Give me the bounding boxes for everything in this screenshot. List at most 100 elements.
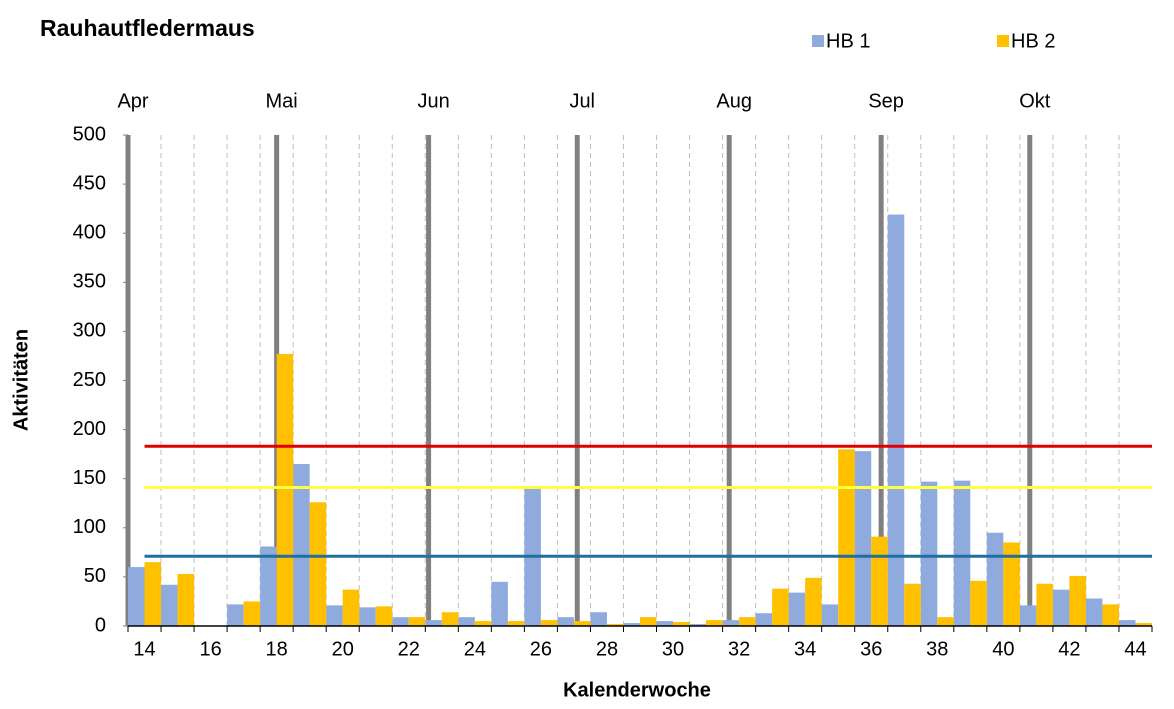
bar — [491, 581, 508, 626]
y-tick-label: 300 — [73, 320, 106, 342]
bar — [507, 621, 525, 626]
month-label: Jun — [417, 90, 449, 112]
y-tick-label: 350 — [73, 271, 106, 293]
bar — [838, 449, 855, 626]
x-tick-label: 34 — [794, 638, 816, 660]
bar — [342, 589, 360, 626]
y-tick-label: 150 — [73, 467, 106, 489]
x-tick-label: 20 — [332, 638, 354, 660]
bar — [441, 612, 459, 626]
bar — [606, 624, 624, 626]
bar — [821, 604, 839, 626]
bar — [425, 620, 442, 626]
bar — [243, 601, 261, 626]
bar — [887, 214, 905, 627]
bar — [953, 480, 971, 626]
month-label: Sep — [868, 90, 904, 112]
x-tick-label: 38 — [926, 638, 948, 660]
bar — [293, 463, 310, 626]
x-tick-label: 28 — [596, 638, 618, 660]
bar — [970, 580, 987, 626]
y-tick-label: 100 — [73, 516, 106, 538]
bar — [805, 577, 822, 626]
x-tick-label: 14 — [133, 638, 155, 660]
x-axis-label: Kalenderwoche — [563, 679, 711, 701]
y-axis-label: Aktivitäten — [10, 329, 32, 431]
y-tick-label: 500 — [73, 123, 106, 145]
bar — [276, 353, 294, 626]
bar — [1019, 605, 1037, 626]
x-tick-label: 16 — [199, 638, 221, 660]
bar — [1085, 598, 1103, 626]
x-tick-label: 24 — [464, 638, 486, 660]
bar — [986, 532, 1004, 626]
month-label: Apr — [117, 90, 148, 112]
bar — [260, 546, 277, 626]
bar — [392, 617, 409, 626]
bar — [722, 620, 740, 626]
bar — [788, 592, 806, 626]
bar — [1052, 589, 1070, 626]
x-tick-label: 42 — [1058, 638, 1080, 660]
bar — [590, 612, 607, 626]
bar — [755, 613, 773, 626]
y-tick-label: 450 — [73, 172, 106, 194]
x-tick-label: 36 — [860, 638, 882, 660]
bar — [772, 588, 789, 626]
x-tick-label: 30 — [662, 638, 684, 660]
x-tick-label: 22 — [398, 638, 420, 660]
bar — [375, 606, 393, 626]
bar — [689, 624, 707, 626]
bar — [1118, 620, 1136, 626]
x-tick-label: 18 — [266, 638, 288, 660]
bar — [1003, 542, 1020, 626]
month-label: Jul — [569, 90, 595, 112]
bar — [656, 621, 674, 626]
legend-label: HB 1 — [826, 30, 870, 52]
bar — [920, 481, 938, 626]
y-tick-label: 400 — [73, 221, 106, 243]
x-tick-label: 44 — [1124, 638, 1146, 660]
bar — [408, 617, 426, 626]
bar — [673, 622, 690, 626]
bar — [640, 617, 657, 626]
bar — [623, 623, 640, 626]
bar — [573, 621, 591, 626]
x-tick-label: 32 — [728, 638, 750, 660]
bar — [227, 604, 244, 626]
month-label: Okt — [1019, 90, 1051, 112]
bar — [937, 617, 954, 626]
legend-label: HB 2 — [1011, 30, 1055, 52]
bar — [161, 584, 178, 626]
legend-swatch — [812, 35, 824, 47]
x-tick-label: 26 — [530, 638, 552, 660]
bar — [871, 536, 888, 626]
legend-swatch — [997, 35, 1009, 47]
bar — [144, 562, 162, 626]
y-tick-label: 200 — [73, 418, 106, 440]
y-tick-label: 0 — [95, 614, 106, 636]
chart-title: Rauhautfledermaus — [40, 15, 255, 41]
month-label: Mai — [266, 90, 298, 112]
bar — [1102, 604, 1119, 626]
bar — [739, 617, 756, 626]
month-label: Aug — [716, 90, 752, 112]
bar — [557, 617, 574, 626]
bar — [540, 620, 558, 626]
bar — [359, 607, 376, 626]
bar — [474, 621, 492, 626]
bar — [309, 502, 327, 626]
bar — [854, 451, 872, 626]
bar — [1036, 583, 1053, 626]
bar — [1069, 575, 1086, 626]
bar — [458, 617, 475, 626]
bar — [904, 583, 921, 626]
x-tick-label: 40 — [992, 638, 1014, 660]
bar — [128, 567, 145, 626]
y-tick-label: 250 — [73, 369, 106, 391]
bar — [706, 620, 723, 626]
bar — [1135, 623, 1152, 626]
y-tick-label: 50 — [84, 565, 106, 587]
bar — [326, 605, 343, 626]
